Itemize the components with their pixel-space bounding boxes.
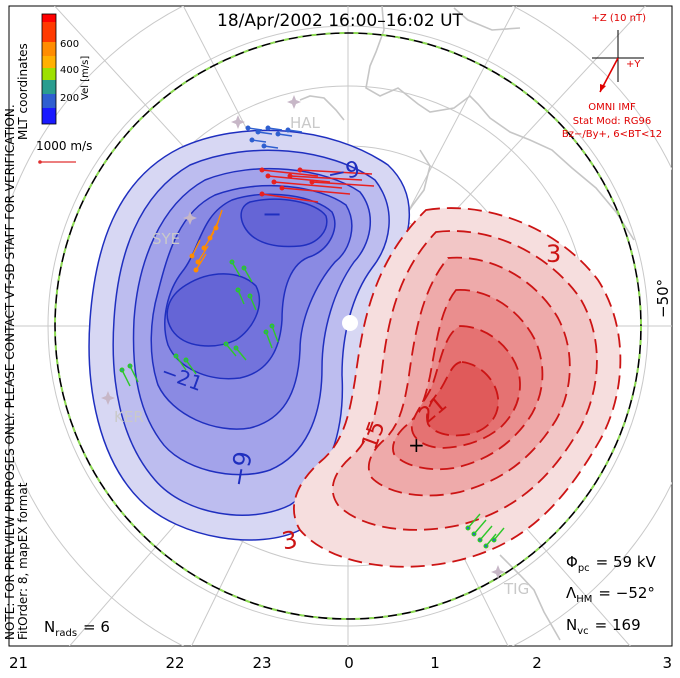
nvc-stat: Nvc = 169: [566, 616, 641, 637]
station-label-tig: TIG: [503, 580, 529, 598]
mlt-axis: 21 22 23 0 1 2 3: [9, 654, 672, 672]
colorbar-title: Vel [m/s]: [80, 56, 91, 100]
imf-dial: +Z (10 nT) +Y OMNI IMF Stat Mod: RG96 Bz…: [562, 13, 662, 140]
contour-label-pos-center: +: [408, 433, 425, 457]
colorbar-tick-400: 400: [60, 65, 79, 76]
imf-y-axis-label: +Y: [626, 59, 641, 70]
station-label-hal: HAL: [290, 114, 321, 132]
fit-order-note: FitOrder: 8, mapEX format: [16, 482, 30, 640]
negative-potential-cell: [88, 129, 410, 541]
preview-note: NOTE: FOR PREVIEW PURPOSES ONLY. PLEASE …: [3, 104, 17, 640]
mlt-tick-label: 0: [344, 654, 354, 672]
imf-condition-label: Bz−/By+, 6<BT<12: [562, 129, 662, 140]
station-label-ker: KER: [114, 408, 144, 426]
station-label-sye: SYE: [152, 230, 180, 248]
imf-z-axis-label: +Z (10 nT): [591, 13, 646, 24]
velocity-colorbar: 600 400 200 Vel [m/s]: [41, 13, 91, 125]
mlt-tick-label: 23: [252, 654, 271, 672]
positive-potential-cell: [293, 207, 622, 568]
colorbar-swatch: [42, 56, 56, 68]
coordinate-note: MLT coordinates: [16, 43, 30, 140]
contour-label-neg9-bottom: −9: [224, 449, 258, 489]
latitude-label: −50°: [654, 279, 672, 318]
stations: HAL SYE KER TIG: [101, 95, 529, 598]
colorbar-swatch: [42, 108, 56, 124]
stat-model-label: Stat Mod: RG96: [573, 116, 652, 127]
colorbar-tick-600: 600: [60, 39, 79, 50]
colorbar-swatch: [42, 94, 56, 108]
lambda-hm-stat: ΛHM = −52°: [566, 584, 655, 605]
mlt-tick-label: 22: [165, 654, 184, 672]
reference-vector-label: 1000 m/s: [36, 139, 92, 153]
vector-group-red-flow: [259, 167, 375, 203]
velocity-vectors: [119, 125, 505, 549]
vector-group-hal: [245, 125, 303, 149]
vector-group-tig: [465, 513, 505, 549]
contour-label-neg-inner: −: [262, 200, 282, 228]
mlt-tick-label: 3: [662, 654, 672, 672]
colorbar-swatch: [42, 22, 56, 42]
colorbar-tick-200: 200: [60, 93, 79, 104]
colorbar-swatch: [42, 42, 56, 56]
map-title: 18/Apr/2002 16:00–16:02 UT: [217, 11, 463, 31]
colorbar-swatch: [42, 80, 56, 94]
mlt-tick-label: 2: [532, 654, 542, 672]
vector-group-sye: [189, 209, 223, 273]
imf-source-label: OMNI IMF: [588, 102, 636, 113]
vector-group-center: [119, 259, 279, 387]
nrads-stat: Nrads = 6: [44, 618, 110, 639]
phi-pc-stat: Φpc = 59 kV: [566, 553, 657, 574]
fit-statistics: Φpc = 59 kV ΛHM = −52° Nvc = 169 Nrads = 6: [44, 553, 657, 639]
contour-label-pos3-top: 3: [546, 240, 561, 268]
colorbar-swatch: [42, 14, 56, 22]
pole-marker: [342, 315, 358, 331]
colorbar-swatch: [42, 68, 56, 80]
reference-vector: 1000 m/s: [36, 139, 92, 164]
contour-label-pos3-bottom: 3: [280, 525, 300, 555]
mlt-tick-label: 1: [430, 654, 440, 672]
hm-boundary: [54, 32, 642, 620]
mlt-tick-label: 21: [9, 654, 28, 672]
